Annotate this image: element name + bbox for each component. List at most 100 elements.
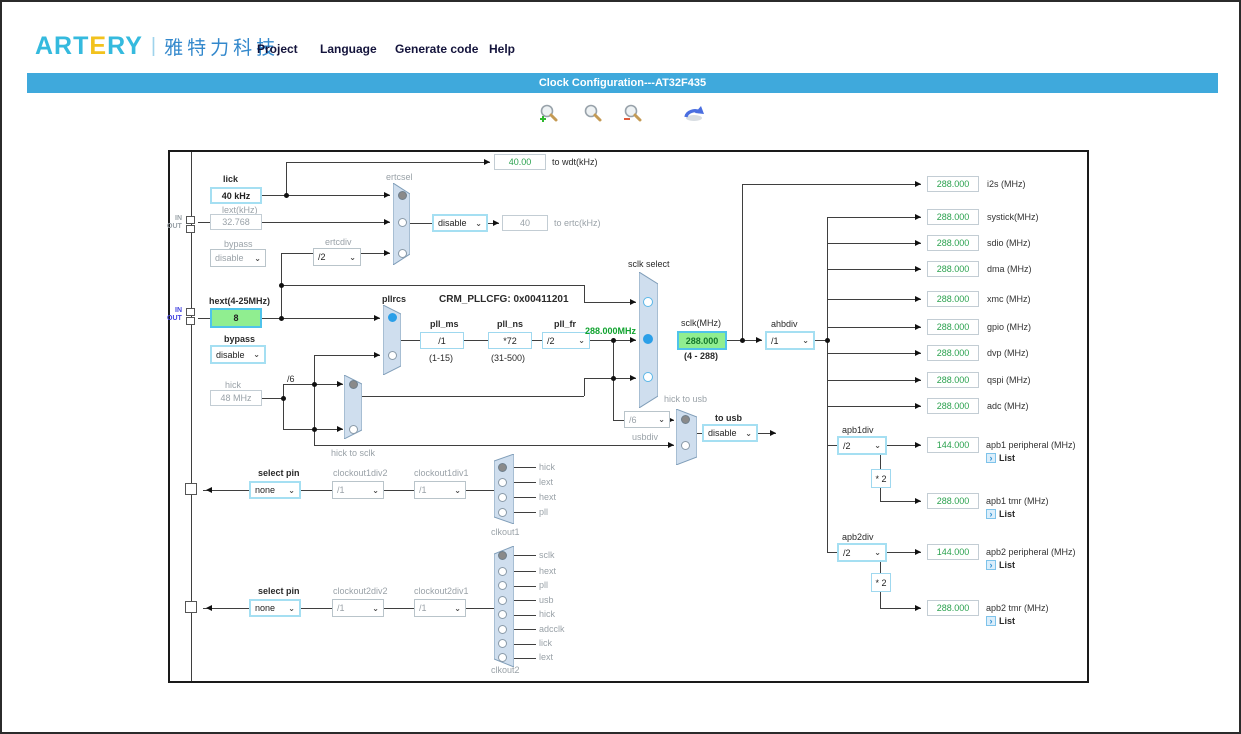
- to-usb-value: disable: [708, 428, 737, 438]
- menu-language[interactable]: Language: [320, 42, 377, 56]
- lext-bypass-dropdown[interactable]: disable: [210, 249, 266, 267]
- menu-project[interactable]: Project: [257, 42, 298, 56]
- clkout2-radio-lext[interactable]: [498, 653, 507, 662]
- ertcdiv-dropdown[interactable]: /2: [313, 248, 361, 266]
- title-bar: Clock Configuration---AT32F435: [27, 73, 1218, 93]
- arrowhead-right: [915, 214, 924, 220]
- chevron-down-icon: [475, 219, 482, 228]
- clkout1-radio-pll[interactable]: [498, 508, 507, 517]
- hick-to-sclk-radio-48m[interactable]: [349, 425, 358, 434]
- clockout2div2-value: /1: [337, 603, 345, 613]
- hext-value: 8: [233, 313, 239, 323]
- arrowhead-right: [915, 181, 924, 187]
- pll-ns-range: (31-500): [491, 353, 526, 363]
- zoom-icon[interactable]: [582, 103, 604, 125]
- hext-bypass-dropdown[interactable]: disable: [210, 345, 266, 364]
- clockout1div2-dropdown[interactable]: /1: [332, 481, 384, 499]
- clkout2-radio-adcclk[interactable]: [498, 625, 507, 634]
- usbdiv-dropdown[interactable]: /6: [624, 411, 670, 428]
- clkout2-radio-lick[interactable]: [498, 639, 507, 648]
- junction-dot: [281, 396, 286, 401]
- output-value-box: 288.000: [927, 372, 979, 388]
- ertcsel-radio-hext[interactable]: [398, 249, 407, 258]
- apb1div-dropdown[interactable]: /2: [837, 436, 887, 455]
- clkout1-select-pin-dropdown[interactable]: none: [249, 481, 301, 499]
- wire: [286, 162, 490, 163]
- apb1-tmr-label: apb1 tmr (MHz): [986, 496, 1049, 506]
- apb2-tmr-list-button[interactable]: List: [999, 616, 1016, 626]
- chevron-down-icon: [802, 336, 809, 345]
- hick-label: hick: [225, 380, 242, 390]
- hext-value-input[interactable]: 8: [210, 308, 262, 328]
- clkout1-radio-lext[interactable]: [498, 478, 507, 487]
- apb2-periph-list-button[interactable]: List: [999, 560, 1016, 570]
- list-icon[interactable]: [986, 560, 996, 570]
- output-value: 288.000: [936, 348, 970, 358]
- pllrcs-radio-hick[interactable]: [388, 351, 397, 360]
- hick-to-usb-mux: [676, 409, 697, 465]
- sclk-label: sclk(MHz): [681, 318, 721, 328]
- output-value-box: 288.000: [927, 235, 979, 251]
- wire: [281, 285, 584, 286]
- clockout2div1-dropdown[interactable]: /1: [414, 599, 466, 617]
- undo-icon[interactable]: [683, 103, 705, 125]
- clockout2div2-dropdown[interactable]: /1: [332, 599, 384, 617]
- wire: [514, 629, 536, 630]
- ertc-enable-dropdown[interactable]: disable: [432, 214, 488, 232]
- list-icon[interactable]: [986, 509, 996, 519]
- sclk-radio-hext[interactable]: [643, 297, 653, 307]
- menu-generate-code[interactable]: Generate code: [395, 42, 479, 56]
- wire: [514, 512, 536, 513]
- zoom-in-icon[interactable]: [538, 103, 560, 125]
- list-icon[interactable]: [986, 453, 996, 463]
- hick-to-sclk-radio-div6[interactable]: [349, 380, 358, 389]
- sclk-radio-pll[interactable]: [643, 334, 653, 344]
- chevron-down-icon: [454, 604, 461, 613]
- ertc-enable-value: disable: [438, 218, 467, 228]
- to-usb-label: to usb: [715, 413, 742, 423]
- arrowhead-right: [915, 403, 924, 409]
- apb2-tmr-value: 288.000: [936, 603, 970, 613]
- list-icon[interactable]: [986, 616, 996, 626]
- clockout1div2-label: clockout1div2: [333, 468, 388, 478]
- clkout2-radio-usb[interactable]: [498, 596, 507, 605]
- junction-dot: [284, 193, 289, 198]
- wire: [827, 552, 837, 553]
- clkout2-radio-sclk[interactable]: [498, 551, 507, 560]
- clkout2-radio-hick[interactable]: [498, 610, 507, 619]
- clockout1div1-dropdown[interactable]: /1: [414, 481, 466, 499]
- clkout1-radio-hext[interactable]: [498, 493, 507, 502]
- pll-ms-input[interactable]: /1: [420, 332, 464, 349]
- wire: [827, 327, 921, 328]
- clkout2-select-pin-dropdown[interactable]: none: [249, 599, 301, 617]
- sclk-range: (4 - 288): [684, 351, 719, 361]
- wire: [283, 384, 284, 429]
- apb2div-dropdown[interactable]: /2: [837, 543, 887, 562]
- clkout2-pin: [185, 601, 197, 613]
- zoom-out-icon[interactable]: [622, 103, 644, 125]
- output-value-box: 288.000: [927, 398, 979, 414]
- sclk-radio-hick[interactable]: [643, 372, 653, 382]
- clkout2-radio-pll[interactable]: [498, 581, 507, 590]
- lext-in-pin: [186, 216, 195, 224]
- hick-to-usb-radio-pll[interactable]: [681, 415, 690, 424]
- apb1-periph-list-button[interactable]: List: [999, 453, 1016, 463]
- to-usb-dropdown[interactable]: disable: [702, 424, 758, 442]
- menu-help[interactable]: Help: [489, 42, 516, 56]
- arrowhead-right: [630, 299, 639, 305]
- apb1-tmr-list-button[interactable]: List: [999, 509, 1016, 519]
- ahbdiv-label: ahbdiv: [771, 319, 798, 329]
- pll-fr-dropdown[interactable]: /2: [542, 332, 590, 349]
- junction-dot: [611, 376, 616, 381]
- ahbdiv-dropdown[interactable]: /1: [765, 331, 815, 350]
- lext-value: 32.768: [222, 217, 250, 227]
- ertcsel-radio-lext[interactable]: [398, 218, 407, 227]
- output-label: dvp (MHz): [987, 348, 1029, 358]
- clkout2-radio-hext[interactable]: [498, 567, 507, 576]
- wire: [514, 658, 536, 659]
- clkout1-radio-hick[interactable]: [498, 463, 507, 472]
- pllrcs-radio-hext[interactable]: [388, 313, 397, 322]
- ertcsel-radio-lick[interactable]: [398, 191, 407, 200]
- pll-ns-input[interactable]: *72: [488, 332, 532, 349]
- hick-to-usb-radio-hick[interactable]: [681, 441, 690, 450]
